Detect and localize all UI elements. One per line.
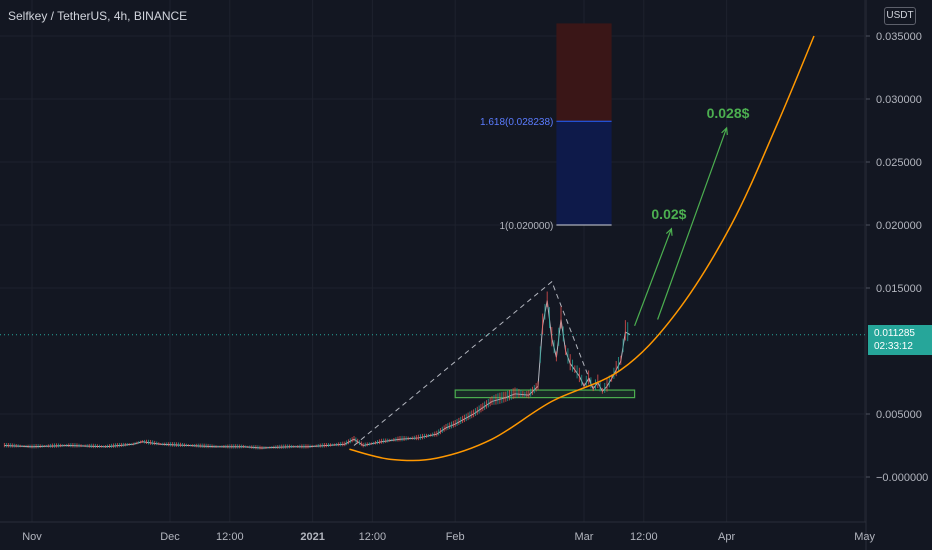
- projection-arrow-line: [657, 127, 728, 320]
- last-price-value: 0.011285: [874, 328, 915, 339]
- parabolic-curve-line: [349, 35, 815, 462]
- support-zone: [454, 389, 636, 399]
- fib-lower-box: [556, 121, 612, 225]
- parabolic-curve: [349, 35, 815, 462]
- dashed-pattern-line: [353, 280, 594, 446]
- time-axis-label: Apr: [718, 531, 735, 543]
- fib-level-label: 1.618(0.028238): [480, 117, 553, 128]
- time-axis-label: Feb: [446, 531, 465, 543]
- projection-target-label: 0.028$: [707, 105, 750, 121]
- time-axis-label: 12:00: [630, 531, 658, 543]
- time-axis-label: Nov: [22, 531, 42, 543]
- chart-title: Selfkey / TetherUS, 4h, BINANCE: [8, 9, 188, 23]
- time-axis-label: 2021: [300, 531, 324, 543]
- support-zone-box: [454, 389, 636, 399]
- last-price-tag: 0.011285 02:33:12: [868, 325, 932, 355]
- price-series: [3, 291, 631, 450]
- time-axis-label: Mar: [575, 531, 594, 543]
- projection-arrow-head: [721, 126, 728, 136]
- time-axis-label: Dec: [160, 531, 180, 543]
- dashed-triangle: [353, 280, 594, 446]
- time-axis-label: 12:00: [216, 531, 244, 543]
- projection-arrows: 0.02$ 0.028$: [634, 105, 750, 327]
- price-axis-label: −0.000000: [876, 472, 928, 484]
- fib-level-label: 1(0.020000): [499, 221, 553, 232]
- projection-target-label: 0.02$: [651, 206, 686, 222]
- time-axis-label: May: [854, 531, 875, 543]
- price-line: [4, 300, 631, 449]
- price-axis-label: 0.015000: [876, 283, 922, 295]
- price-axis-label: 0.035000: [876, 31, 922, 43]
- chart-grid: [0, 0, 866, 522]
- price-axis-label: 0.020000: [876, 220, 922, 232]
- price-axis-label: 0.025000: [876, 157, 922, 169]
- currency-button[interactable]: USDT: [884, 7, 916, 25]
- fibonacci-extension: 1.618(0.028238) 1(0.020000): [480, 23, 612, 232]
- fib-upper-box: [556, 23, 612, 122]
- price-axis-label: 0.005000: [876, 409, 922, 421]
- time-axis-label: 12:00: [359, 531, 387, 543]
- time-axis: Nov Dec 12:00 2021 12:00 Feb Mar 12:00 Apr May: [0, 521, 875, 543]
- bar-countdown: 02:33:12: [874, 341, 913, 352]
- projection-arrow-line: [634, 228, 672, 327]
- price-axis: 0.035000 0.030000 0.025000 0.020000 0.015000…: [865, 0, 928, 550]
- price-axis-label: 0.030000: [876, 94, 922, 106]
- projection-arrow-head: [665, 227, 673, 236]
